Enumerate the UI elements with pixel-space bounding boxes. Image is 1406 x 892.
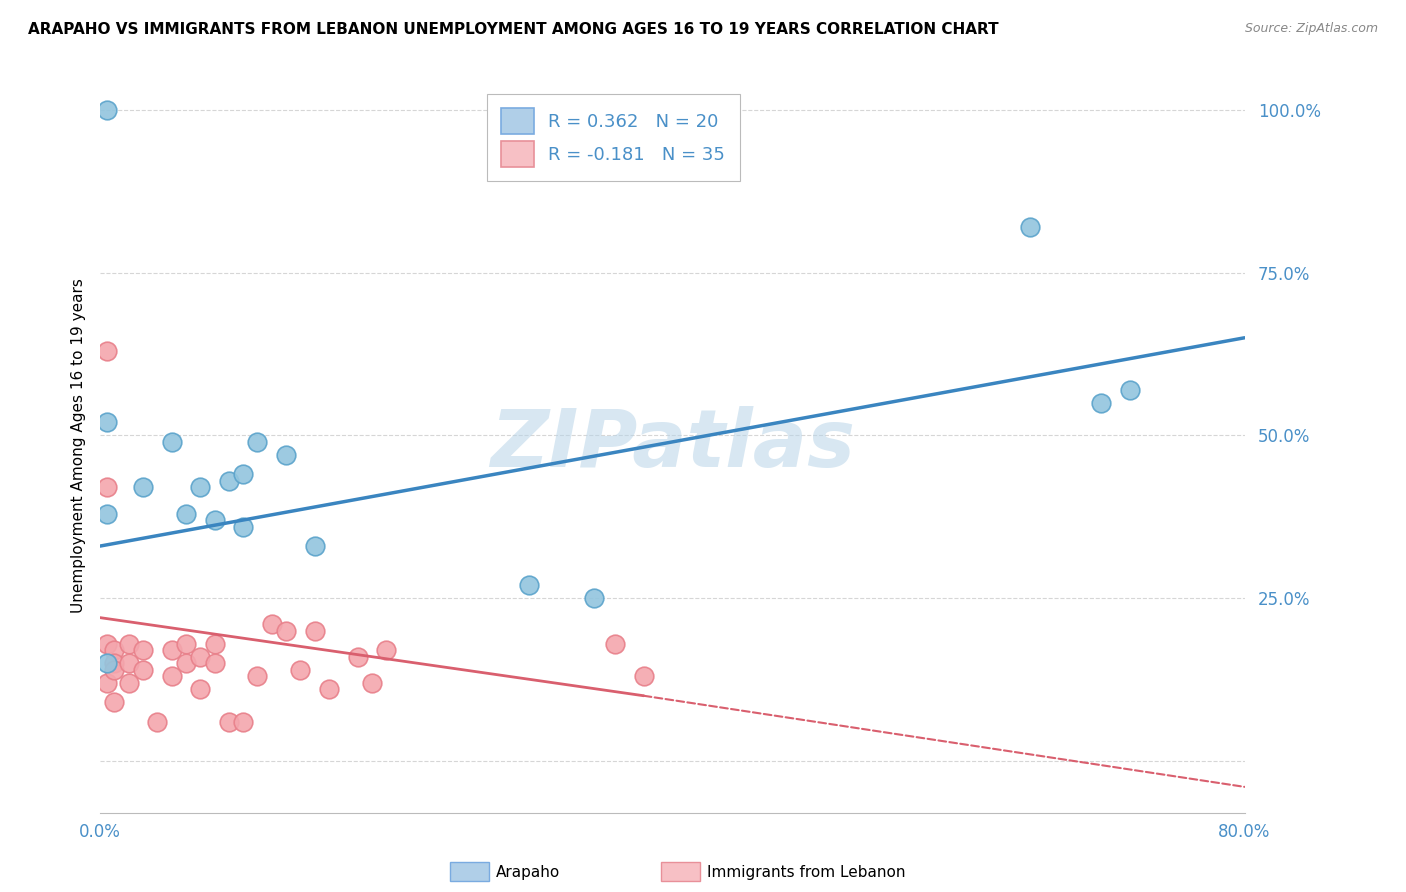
Text: ARAPAHO VS IMMIGRANTS FROM LEBANON UNEMPLOYMENT AMONG AGES 16 TO 19 YEARS CORREL: ARAPAHO VS IMMIGRANTS FROM LEBANON UNEMP…	[28, 22, 998, 37]
Point	[304, 539, 326, 553]
Point	[304, 624, 326, 638]
Point	[118, 657, 141, 671]
Point	[96, 480, 118, 494]
Point	[103, 657, 125, 671]
Point	[318, 682, 340, 697]
Point	[260, 617, 283, 632]
Point	[103, 663, 125, 677]
Point	[246, 669, 269, 683]
Point	[118, 675, 141, 690]
Point	[103, 695, 125, 709]
Point	[146, 714, 169, 729]
Point	[174, 637, 197, 651]
Point	[582, 591, 605, 606]
Point	[96, 507, 118, 521]
Point	[375, 643, 398, 657]
Y-axis label: Unemployment Among Ages 16 to 19 years: Unemployment Among Ages 16 to 19 years	[72, 277, 86, 613]
Point	[188, 480, 211, 494]
Point	[96, 637, 118, 651]
Point	[274, 448, 297, 462]
Point	[103, 643, 125, 657]
Point	[517, 578, 540, 592]
Point	[132, 663, 155, 677]
Point	[232, 519, 254, 533]
Point	[96, 657, 118, 671]
Point	[160, 669, 183, 683]
Point	[232, 714, 254, 729]
Point	[160, 434, 183, 449]
Point	[1119, 383, 1142, 397]
Text: ZIPatlas: ZIPatlas	[489, 406, 855, 484]
Point	[132, 480, 155, 494]
Point	[218, 714, 240, 729]
Text: Arapaho: Arapaho	[496, 865, 561, 880]
Point	[204, 513, 226, 527]
Point	[204, 657, 226, 671]
Point	[174, 657, 197, 671]
Point	[603, 637, 626, 651]
Point	[290, 663, 312, 677]
Point	[1019, 220, 1042, 235]
Point	[96, 103, 118, 117]
Point	[246, 434, 269, 449]
Text: Source: ZipAtlas.com: Source: ZipAtlas.com	[1244, 22, 1378, 36]
Legend: R = 0.362   N = 20, R = -0.181   N = 35: R = 0.362 N = 20, R = -0.181 N = 35	[486, 94, 740, 181]
Point	[188, 649, 211, 664]
Point	[174, 507, 197, 521]
Point	[361, 675, 384, 690]
Point	[188, 682, 211, 697]
Point	[132, 643, 155, 657]
Point	[232, 467, 254, 482]
Point	[160, 643, 183, 657]
Point	[96, 416, 118, 430]
Text: Immigrants from Lebanon: Immigrants from Lebanon	[707, 865, 905, 880]
Point	[96, 343, 118, 358]
Point	[1090, 396, 1112, 410]
Point	[96, 675, 118, 690]
Point	[633, 669, 655, 683]
Point	[118, 637, 141, 651]
Point	[218, 474, 240, 488]
Point	[346, 649, 368, 664]
Point	[274, 624, 297, 638]
Point	[204, 637, 226, 651]
